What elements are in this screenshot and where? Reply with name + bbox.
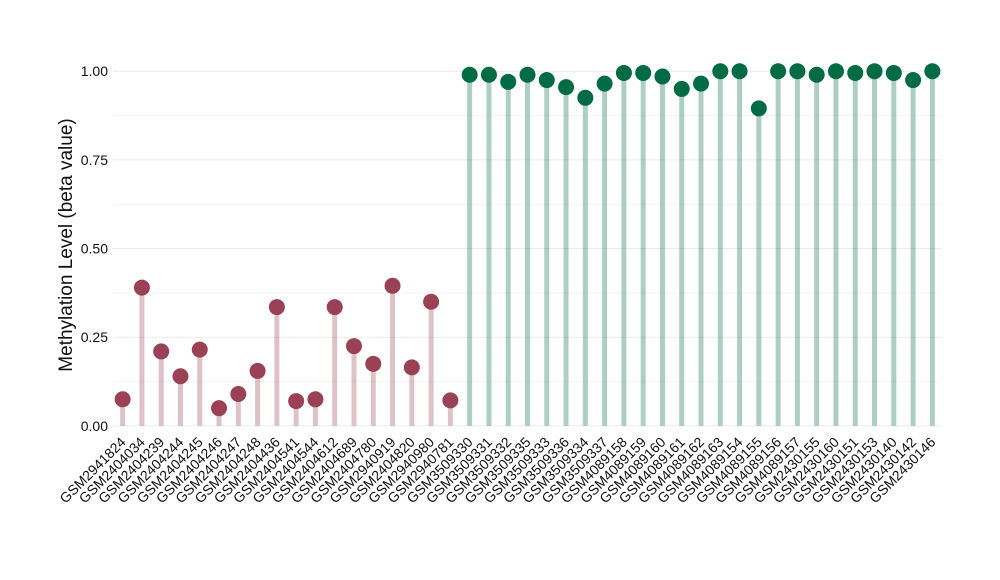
dot — [211, 400, 228, 417]
y-tick-label: 0.50 — [81, 241, 108, 257]
dot — [230, 385, 247, 402]
dot — [365, 355, 382, 372]
dot — [133, 279, 150, 296]
dot — [770, 63, 787, 80]
y-tick-label: 1.00 — [81, 63, 108, 79]
dot — [577, 89, 594, 106]
y-axis-label: Methylation Level (beta value) — [56, 118, 77, 371]
dot — [172, 368, 189, 385]
dot — [326, 299, 343, 316]
dot — [384, 277, 401, 294]
dot — [596, 75, 613, 92]
y-tick-label: 0.75 — [81, 152, 108, 168]
dot — [866, 63, 883, 80]
dot — [924, 63, 941, 80]
dot — [153, 343, 170, 360]
dot — [808, 66, 825, 83]
dot — [480, 66, 497, 83]
dot — [268, 299, 285, 316]
dot — [442, 392, 459, 409]
dot — [558, 79, 575, 96]
dot — [885, 64, 902, 81]
dot — [712, 63, 729, 80]
dot — [307, 391, 324, 408]
dot — [827, 63, 844, 80]
dot — [500, 73, 517, 90]
dot — [114, 391, 131, 408]
dot — [461, 66, 478, 83]
dot — [847, 64, 864, 81]
dot — [731, 63, 748, 80]
dot — [538, 72, 555, 89]
dot — [288, 393, 305, 410]
dot — [249, 362, 266, 379]
dot — [635, 64, 652, 81]
dot — [693, 75, 710, 92]
y-tick-label: 0.00 — [81, 418, 108, 434]
dot — [615, 64, 632, 81]
dot — [403, 359, 420, 376]
dot — [673, 80, 690, 97]
y-tick-label: 0.25 — [81, 329, 108, 345]
dot — [750, 100, 767, 117]
dot — [345, 338, 362, 355]
dot — [789, 63, 806, 80]
dot — [423, 293, 440, 310]
dot — [519, 66, 536, 83]
dot — [654, 68, 671, 85]
dot — [191, 341, 208, 358]
dot — [905, 72, 922, 89]
